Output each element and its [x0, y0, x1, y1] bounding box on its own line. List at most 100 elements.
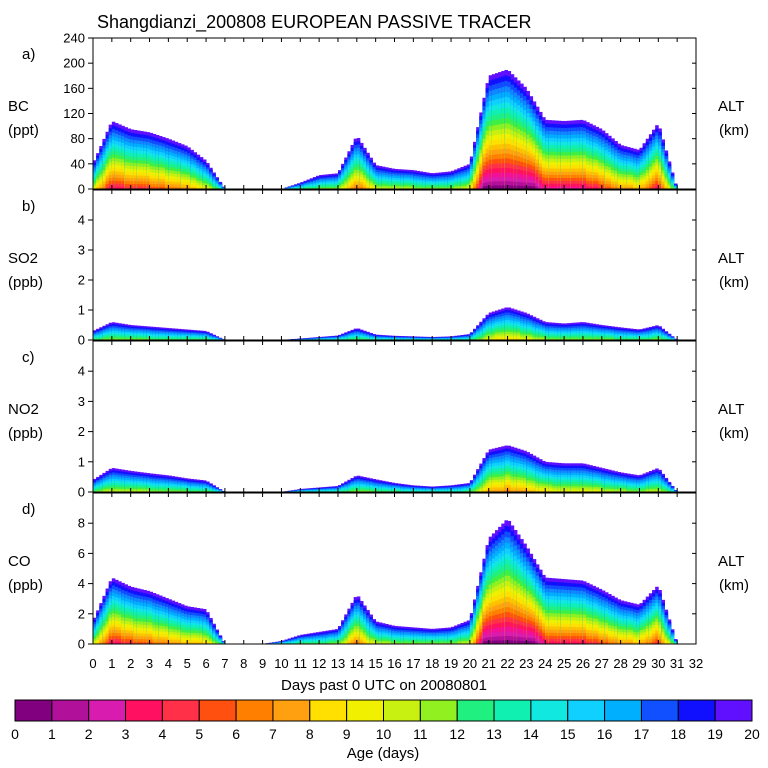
data-column-layer [620, 186, 625, 189]
data-column-layer [347, 184, 351, 189]
data-column-layer [592, 338, 596, 340]
data-column-layer [498, 181, 502, 189]
data-column-layer [623, 186, 628, 189]
data-column-layer [589, 183, 593, 189]
data-column-layer [630, 187, 634, 189]
y-tick-label: 40 [71, 156, 85, 171]
data-column-layer [617, 338, 622, 340]
data-column-layer [165, 490, 169, 492]
data-column-layer [93, 338, 97, 340]
data-column-layer [158, 186, 163, 189]
data-column-layer [111, 490, 116, 492]
data-column-layer [127, 489, 132, 492]
data-column-layer [325, 187, 329, 189]
data-column-layer [444, 186, 449, 189]
data-column-layer [570, 338, 574, 340]
data-column-layer [177, 186, 182, 189]
data-column-layer [306, 187, 311, 189]
data-column-layer [180, 184, 185, 189]
data-column-layer [639, 187, 644, 189]
data-column-layer [538, 337, 543, 340]
data-column-layer [114, 186, 119, 189]
data-column-layer [127, 186, 132, 189]
data-column-layer [372, 185, 377, 189]
data-column-layer [136, 338, 141, 340]
data-column-layer [598, 338, 603, 340]
data-column-layer [114, 338, 119, 340]
data-column-layer [485, 338, 490, 340]
data-column-layer [648, 337, 653, 340]
data-column-layer [177, 184, 182, 189]
data-column-layer [648, 338, 653, 340]
data-column-layer [567, 337, 571, 340]
data-column-layer [143, 490, 147, 492]
data-column-layer [573, 337, 578, 340]
data-column-layer [554, 186, 559, 189]
data-column-layer [617, 184, 622, 189]
data-column-layer [174, 338, 179, 340]
data-column-layer [674, 187, 678, 189]
data-column-layer [105, 338, 110, 340]
data-column-layer [661, 184, 665, 189]
data-column-layer [479, 338, 483, 340]
data-column-layer [322, 187, 326, 189]
data-column-layer [127, 183, 132, 189]
data-column-layer [202, 490, 207, 492]
data-column-layer [491, 336, 496, 340]
panel-frame [92, 189, 697, 341]
data-column-layer [633, 186, 637, 189]
data-column-layer [667, 187, 672, 189]
data-column-layer [190, 489, 194, 492]
y-tick-label: 240 [63, 31, 85, 46]
data-column-layer [96, 185, 100, 189]
data-column-layer [658, 186, 662, 189]
data-column-layer [576, 338, 581, 340]
data-column-layer [152, 337, 157, 340]
data-column-layer [143, 184, 147, 189]
data-column-layer [158, 184, 163, 189]
data-column-layer [136, 489, 141, 492]
data-column-layer [381, 187, 386, 189]
data-column-layer [102, 338, 106, 340]
panel-data-no2 [93, 445, 678, 493]
data-column-layer [658, 337, 662, 340]
data-column-layer [334, 186, 339, 189]
data-column-layer [375, 185, 380, 189]
data-column-layer [416, 187, 421, 189]
data-column-layer [105, 490, 110, 492]
data-column-layer [359, 184, 364, 189]
data-column-layer [648, 186, 653, 189]
data-column-layer [193, 490, 198, 492]
data-column-layer [485, 185, 490, 189]
data-column-layer [341, 185, 345, 189]
data-column-layer [350, 338, 355, 340]
chart-title: Shangdianzi_200808 EUROPEAN PASSIVE TRAC… [97, 12, 532, 33]
data-column-layer [579, 338, 584, 340]
data-column-layer [526, 336, 530, 340]
y-tick-label: 0 [78, 182, 85, 197]
data-column-layer [149, 337, 154, 340]
data-column-layer [516, 185, 521, 189]
data-column-layer [162, 489, 166, 492]
data-column-layer [636, 338, 640, 340]
data-column-layer [504, 338, 508, 340]
right-axis-label: ALT [718, 250, 744, 267]
data-column-layer [516, 336, 521, 340]
data-column-layer [334, 187, 339, 189]
data-column-layer [118, 183, 122, 189]
data-column-layer [93, 489, 97, 492]
data-column-layer [199, 187, 204, 189]
data-column-layer [545, 337, 549, 340]
y-tick-label: 2 [78, 273, 85, 288]
data-column-layer [146, 184, 150, 189]
data-column-layer [592, 337, 596, 340]
data-column-layer [598, 337, 603, 340]
data-column-layer [454, 186, 458, 189]
data-column-layer [598, 186, 603, 189]
data-column-layer [532, 336, 537, 340]
data-column-layer [526, 186, 530, 189]
data-column-layer [573, 183, 578, 189]
data-column-layer [617, 337, 622, 340]
data-column-layer [545, 183, 549, 189]
data-column-layer [146, 489, 150, 492]
